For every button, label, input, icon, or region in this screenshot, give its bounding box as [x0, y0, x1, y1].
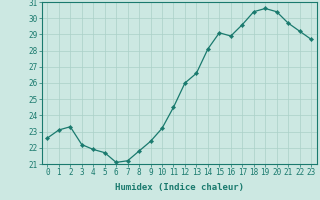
- X-axis label: Humidex (Indice chaleur): Humidex (Indice chaleur): [115, 183, 244, 192]
